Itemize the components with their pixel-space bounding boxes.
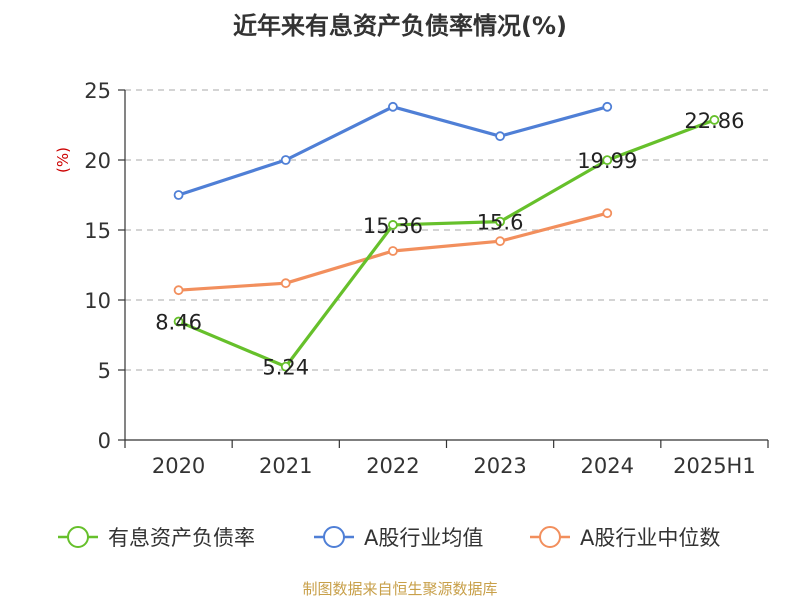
x-tick-label: 2022 (366, 454, 419, 478)
legend-swatch-circle (67, 526, 89, 548)
data-point (602, 208, 613, 219)
x-tick-label: 2025H1 (673, 454, 756, 478)
legend-label: A股行业中位数 (580, 526, 720, 550)
y-tick-label: 20 (84, 149, 111, 173)
series-line (177, 118, 715, 369)
y-tick-label: 25 (84, 79, 111, 103)
y-tick-label: 15 (84, 219, 111, 243)
y-tick-label: 0 (98, 429, 111, 453)
data-label: 8.46 (155, 311, 202, 335)
axis-layer: 0 5 10 15 20 25 2020 2021 2022 2023 2024 2025H1 (84, 79, 769, 478)
x-tick-label: 2021 (259, 454, 312, 478)
legend-label: 有息资产负债率 (108, 526, 255, 550)
data-label-layer: 8.46 5.24 15.36 15.6 19.99 22.86 (155, 109, 744, 380)
series-layer (173, 101, 720, 372)
series-1 (173, 101, 613, 200)
data-point (495, 131, 505, 142)
legend-swatch-circle (323, 526, 345, 548)
data-point (495, 236, 505, 247)
grid-layer (125, 89, 768, 371)
data-label: 19.99 (577, 149, 637, 173)
x-tick-label: 2024 (581, 454, 634, 478)
legend-item: 有息资产负债率 (58, 526, 255, 550)
series-line (178, 105, 608, 197)
data-point (388, 246, 398, 256)
series-2 (173, 208, 613, 296)
data-label: 15.36 (363, 214, 423, 238)
data-point (495, 216, 505, 227)
data-point (280, 278, 291, 289)
y-tick-label: 5 (98, 359, 111, 383)
data-point (709, 115, 720, 125)
series-0 (173, 115, 720, 372)
data-point (173, 285, 184, 296)
legend-item: A股行业中位数 (530, 526, 720, 550)
data-point (280, 155, 291, 165)
data-point (388, 101, 398, 112)
data-point (173, 316, 184, 327)
data-point (280, 361, 291, 372)
source-note: 制图数据来自恒生聚源数据库 (302, 580, 497, 598)
x-tick-label: 2023 (473, 454, 526, 478)
data-label: 5.24 (262, 356, 309, 380)
chart-title: 近年来有息资产负债率情况(%) (233, 12, 567, 40)
legend-swatch-circle (539, 526, 561, 548)
data-point (173, 190, 184, 200)
legend: 有息资产负债率 A股行业均值 A股行业中位数 (58, 526, 720, 550)
legend-item: A股行业均值 (314, 526, 483, 550)
data-label: 15.6 (477, 211, 524, 235)
y-axis-label: (%) (54, 147, 72, 173)
data-label: 22.86 (684, 109, 744, 133)
data-point (388, 220, 398, 230)
data-point (602, 155, 613, 166)
data-point (602, 101, 613, 112)
x-tick-label: 2020 (152, 454, 205, 478)
legend-label: A股行业均值 (364, 526, 483, 550)
y-tick-label: 10 (84, 289, 111, 313)
